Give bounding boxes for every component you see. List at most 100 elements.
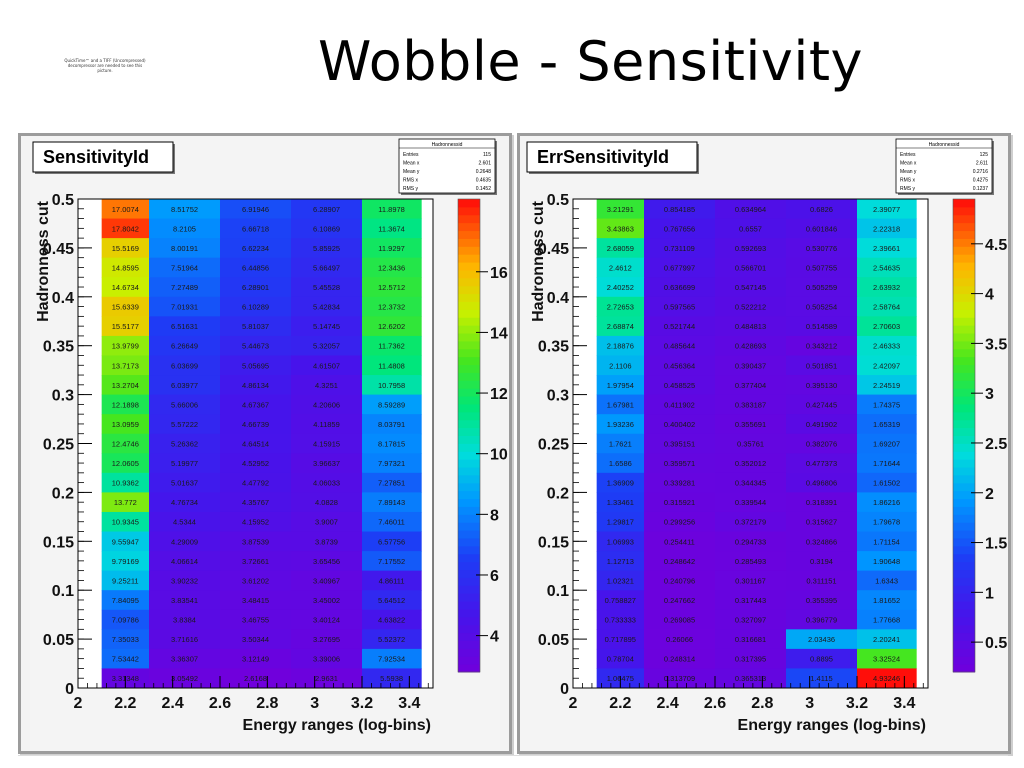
heatmap-cell <box>291 590 363 611</box>
color-scale-segment <box>458 238 480 247</box>
color-scale-segment <box>953 246 975 255</box>
cell-value-label: 0.521744 <box>664 322 695 331</box>
heatmap-cell <box>101 629 150 650</box>
cell-value-label: 4.15915 <box>313 440 340 449</box>
cell-value-label: 12.3436 <box>378 263 405 272</box>
cell-value-label: 7.35033 <box>112 635 139 644</box>
heatmap-cell <box>291 199 363 220</box>
heatmap-cell <box>101 551 150 572</box>
heatmap-cell <box>715 218 787 239</box>
heatmap-cell <box>596 335 645 356</box>
heatmap-cell <box>644 218 716 239</box>
cell-value-label: 0.248642 <box>664 557 695 566</box>
cell-value-label: 0.254411 <box>664 537 695 546</box>
cell-value-label: 6.57756 <box>378 537 405 546</box>
heatmap-cell <box>291 414 363 435</box>
cell-value-label: 7.27489 <box>171 283 198 292</box>
cell-value-label: 2.46333 <box>873 342 900 351</box>
cell-value-label: 14.8595 <box>112 263 139 272</box>
cell-value-label: 6.62234 <box>242 244 269 253</box>
heatmap-cell <box>857 238 917 259</box>
cell-value-label: 0.382076 <box>806 440 837 449</box>
cell-value-label: 0.731109 <box>664 244 695 253</box>
heatmap-cell <box>220 453 292 474</box>
cell-value-label: 0.496806 <box>806 479 837 488</box>
color-scale-segment <box>458 608 480 618</box>
heatmap-cell <box>644 238 716 259</box>
color-scale-tick-label: 4 <box>490 629 499 646</box>
y-tick-label: 0.1 <box>547 583 569 600</box>
x-tick-label: 2.8 <box>256 695 278 712</box>
heatmap-cell <box>101 609 150 630</box>
heatmap-cell <box>101 531 150 552</box>
cell-value-label: 7.84095 <box>112 596 139 605</box>
cell-value-label: 3.12149 <box>242 655 269 664</box>
heatmap-cell <box>786 218 858 239</box>
color-scale-segment <box>458 624 480 634</box>
cell-value-label: 3.65456 <box>313 557 340 566</box>
heatmap-cell <box>644 668 716 689</box>
heatmap-cell <box>857 609 917 630</box>
color-scale-segment <box>953 309 975 318</box>
color-scale-segment <box>953 293 975 302</box>
heatmap-cell <box>362 570 422 591</box>
cell-value-label: 3.21291 <box>607 205 634 214</box>
cell-value-label: 3.87539 <box>242 537 269 546</box>
heatmap-cell <box>596 199 645 220</box>
y-tick-label: 0.5 <box>547 192 569 209</box>
cell-value-label: 0.285493 <box>735 557 766 566</box>
heatmap-cell <box>291 511 363 533</box>
color-scale-segment <box>458 553 480 563</box>
heatmap-cell <box>857 296 917 317</box>
color-scale-segment <box>953 577 975 586</box>
cell-value-label: 2.03436 <box>808 635 835 644</box>
color-scale-tick-label: 2.5 <box>985 436 1007 453</box>
cell-value-label: 7.09786 <box>112 616 139 625</box>
cell-value-label: 1.74375 <box>873 400 900 409</box>
heatmap-cell <box>101 335 150 356</box>
cell-value-label: 15.6339 <box>112 303 139 312</box>
heatmap-cell <box>149 668 221 689</box>
heatmap-cell <box>596 648 645 669</box>
heatmap-cell <box>857 355 917 376</box>
heatmap-cell <box>786 355 858 376</box>
heatmap-cell <box>644 590 716 611</box>
cell-value-label: 0.477373 <box>806 459 837 468</box>
heatmap-cell <box>857 531 917 552</box>
heatmap-cell <box>715 609 787 630</box>
color-scale-segment <box>458 530 480 539</box>
cell-value-label: 0.6826 <box>810 205 833 214</box>
color-scale-segment <box>953 474 975 484</box>
heatmap-cell <box>291 296 363 317</box>
heatmap-cell <box>149 531 221 552</box>
cell-value-label: 3.39006 <box>313 655 340 664</box>
color-scale-segment <box>953 388 975 397</box>
heatmap-cell <box>596 414 645 435</box>
y-tick-label: 0.4 <box>52 290 74 307</box>
color-scale-segment <box>458 474 480 484</box>
heatmap-cell <box>220 648 292 669</box>
cell-value-label: 3.83541 <box>171 596 198 605</box>
color-scale-segment <box>953 443 975 452</box>
cell-value-label: 0.327097 <box>735 616 766 625</box>
y-tick-label: 0.3 <box>52 388 74 405</box>
cell-value-label: 3.50344 <box>242 635 269 644</box>
cell-value-label: 0.240796 <box>664 576 695 585</box>
color-scale-segment <box>953 490 975 500</box>
heatmap-cell <box>220 472 292 493</box>
cell-value-label: 7.27851 <box>378 479 405 488</box>
cell-value-label: 0.317395 <box>735 655 766 664</box>
cell-value-label: 1.6343 <box>875 576 898 585</box>
quicktime-placeholder-note: QuickTime™ and a TIFF (Uncompressed) dec… <box>64 58 146 73</box>
color-scale-segment <box>458 262 480 271</box>
cell-value-label: 0.299256 <box>664 518 695 527</box>
cell-value-label: 0.269085 <box>664 616 695 625</box>
heatmap-cell <box>596 296 645 317</box>
heatmap-cell <box>644 609 716 630</box>
cell-value-label: 0.377404 <box>735 381 766 390</box>
color-scale-segment <box>953 561 975 571</box>
cell-value-label: 0.854185 <box>664 205 695 214</box>
heatmap-cell <box>596 511 645 533</box>
heatmap-cell <box>857 277 917 298</box>
cell-value-label: 0.316681 <box>735 635 766 644</box>
